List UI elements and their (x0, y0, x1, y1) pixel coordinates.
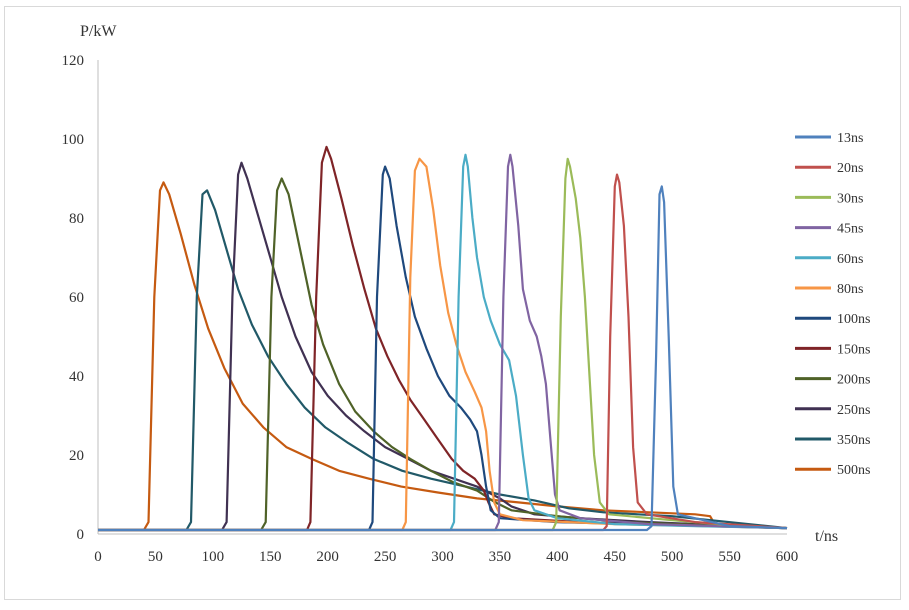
series-line-350ns (98, 189, 788, 532)
x-tick-label: 150 (259, 549, 282, 565)
x-ticks: 0 50 100 150 200 250 300 350 400 450 500 550 600 (94, 549, 798, 565)
series-line-45ns (98, 153, 788, 532)
series-line-500ns (98, 181, 788, 532)
legend-label: 13ns (837, 131, 863, 146)
x-tick-label: 250 (374, 549, 397, 565)
y-tick-label: 20 (69, 448, 84, 464)
y-tick-label: 40 (69, 369, 84, 385)
x-tick-label: 550 (718, 549, 741, 565)
x-axis-label: t/ns (815, 528, 838, 545)
series-line-20ns (98, 173, 788, 532)
series-line-250ns (98, 161, 788, 532)
x-tick-label: 450 (604, 549, 627, 565)
legend-label: 350ns (837, 433, 870, 448)
x-tick-label: 600 (776, 549, 799, 565)
x-tick-label: 400 (546, 549, 569, 565)
y-tick-label: 120 (62, 53, 85, 69)
legend-label: 150ns (837, 342, 870, 357)
y-tick-label: 100 (62, 132, 85, 148)
x-tick-label: 300 (431, 549, 454, 565)
legend-label: 60ns (837, 252, 863, 267)
series-line-100ns (98, 165, 788, 532)
legend-label: 80ns (837, 282, 863, 297)
y-tick-label: 60 (69, 290, 84, 306)
x-tick-label: 200 (316, 549, 339, 565)
legend-label: 200ns (837, 373, 870, 388)
y-ticks: 0 20 40 60 80 100 120 (62, 53, 85, 543)
legend: 13ns 20ns 30ns 45ns 60ns 80ns 100ns 150ns 200ns 2… (795, 131, 870, 478)
x-tick-label: 0 (94, 549, 102, 565)
y-axis-label: P/kW (80, 23, 117, 40)
series-line-200ns (98, 177, 788, 532)
chart-frame (4, 6, 901, 600)
y-tick-label: 80 (69, 211, 84, 227)
legend-label: 500ns (837, 463, 870, 478)
series-line-60ns (98, 153, 788, 532)
legend-label: 30ns (837, 191, 863, 206)
x-tick-label: 50 (148, 549, 163, 565)
legend-label: 20ns (837, 161, 863, 176)
y-tick-label: 0 (77, 527, 85, 543)
legend-label: 45ns (837, 222, 863, 237)
x-tick-label: 500 (661, 549, 684, 565)
legend-label: 100ns (837, 312, 870, 327)
series-line-30ns (98, 157, 788, 532)
legend-label: 250ns (837, 403, 870, 418)
series-line-13ns (98, 185, 788, 532)
x-tick-label: 100 (202, 549, 225, 565)
x-tick-label: 350 (489, 549, 512, 565)
series-lines (98, 145, 788, 532)
